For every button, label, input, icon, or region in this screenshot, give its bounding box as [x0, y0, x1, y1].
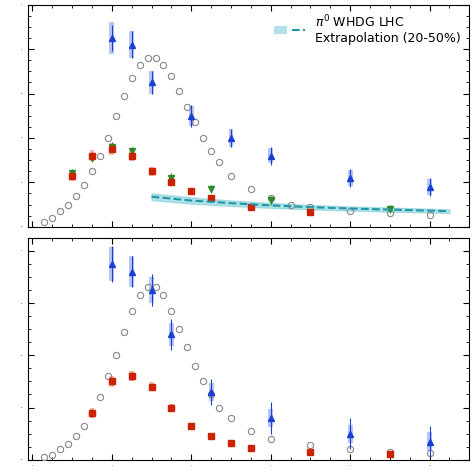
- Bar: [90, 150, 94, 161]
- Bar: [248, 446, 253, 450]
- Bar: [189, 106, 194, 126]
- Bar: [129, 151, 134, 161]
- Bar: [308, 450, 313, 454]
- Bar: [149, 167, 154, 176]
- Bar: [209, 383, 213, 401]
- Bar: [169, 178, 174, 186]
- Bar: [209, 195, 213, 201]
- Bar: [129, 371, 134, 382]
- Bar: [308, 210, 313, 214]
- Bar: [149, 277, 154, 303]
- Bar: [149, 71, 154, 93]
- Bar: [427, 179, 432, 194]
- Bar: [109, 375, 114, 387]
- Bar: [129, 31, 134, 58]
- Bar: [268, 148, 273, 164]
- Bar: [70, 170, 74, 181]
- Bar: [90, 408, 94, 418]
- Bar: [348, 170, 353, 186]
- Bar: [348, 425, 353, 443]
- Bar: [209, 434, 213, 439]
- Bar: [228, 440, 233, 445]
- Bar: [149, 382, 154, 391]
- Bar: [109, 22, 114, 54]
- Bar: [109, 144, 114, 155]
- Bar: [169, 404, 174, 411]
- Bar: [427, 432, 432, 451]
- Bar: [189, 188, 194, 194]
- Bar: [129, 256, 134, 287]
- Bar: [109, 247, 114, 281]
- Bar: [169, 323, 174, 346]
- Bar: [387, 453, 392, 456]
- Bar: [189, 422, 194, 429]
- Bar: [268, 409, 273, 427]
- Bar: [228, 129, 233, 147]
- Bar: [248, 204, 253, 209]
- Legend: $\pi^0$ WHDG LHC
Extrapolation (20-50%): $\pi^0$ WHDG LHC Extrapolation (20-50%): [268, 9, 465, 50]
